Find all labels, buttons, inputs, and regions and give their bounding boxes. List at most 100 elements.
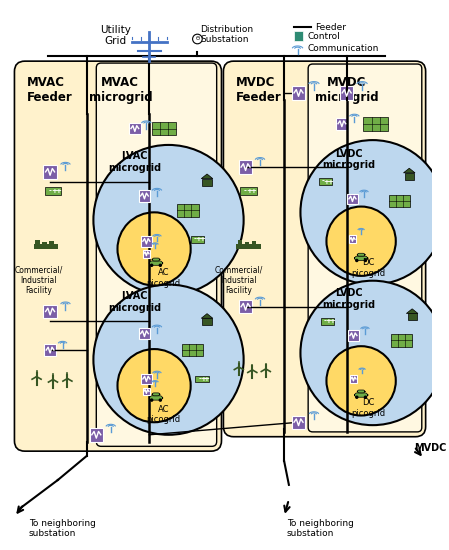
Polygon shape: [406, 309, 418, 313]
Text: LVDC
microgrid: LVDC microgrid: [322, 148, 375, 170]
FancyBboxPatch shape: [96, 63, 217, 447]
FancyBboxPatch shape: [149, 396, 163, 400]
Text: +: +: [51, 188, 57, 194]
Text: To neighboring
substation: To neighboring substation: [29, 519, 96, 538]
Bar: [239, 300, 252, 313]
Circle shape: [326, 207, 396, 276]
Text: DC
picogrid: DC picogrid: [351, 398, 385, 417]
Bar: [340, 86, 353, 100]
Text: +: +: [251, 188, 256, 194]
Polygon shape: [404, 168, 415, 173]
Text: LVAC
microgrid: LVAC microgrid: [108, 151, 161, 173]
Bar: [35, 240, 40, 249]
Bar: [34, 244, 58, 249]
Bar: [42, 242, 47, 249]
Bar: [336, 118, 348, 129]
Text: MVAC
Feeder: MVAC Feeder: [27, 75, 73, 103]
Text: +: +: [203, 376, 210, 382]
Text: Control: Control: [307, 31, 340, 41]
Text: +: +: [195, 236, 201, 243]
Text: +: +: [329, 318, 335, 324]
Text: LVDC
microgrid: LVDC microgrid: [322, 288, 375, 310]
Text: MVDC
Feeder: MVDC Feeder: [236, 75, 282, 103]
Bar: [129, 123, 141, 134]
Bar: [348, 331, 359, 341]
Bar: [141, 373, 152, 384]
Bar: [202, 179, 211, 185]
Text: DC
picogrid: DC picogrid: [351, 258, 385, 278]
Bar: [89, 428, 103, 442]
Circle shape: [300, 140, 445, 284]
Text: -: -: [198, 376, 201, 382]
Bar: [363, 117, 387, 131]
Bar: [321, 318, 334, 324]
FancyBboxPatch shape: [357, 253, 365, 256]
Bar: [142, 388, 150, 395]
Bar: [44, 344, 56, 356]
Bar: [139, 328, 150, 339]
FancyBboxPatch shape: [152, 393, 160, 396]
Circle shape: [158, 263, 162, 267]
Circle shape: [326, 346, 396, 415]
Circle shape: [364, 395, 367, 399]
Bar: [44, 305, 57, 318]
FancyBboxPatch shape: [149, 261, 163, 265]
Text: Utility
Grid: Utility Grid: [100, 25, 131, 46]
Text: LVAC
microgrid: LVAC microgrid: [108, 291, 161, 313]
Text: +: +: [324, 179, 330, 184]
Bar: [202, 318, 211, 325]
Text: +: +: [200, 376, 206, 382]
Circle shape: [118, 212, 191, 285]
Circle shape: [300, 280, 445, 425]
Text: -: -: [244, 188, 247, 194]
Text: MVDC
microgrid: MVDC microgrid: [315, 75, 379, 103]
Text: +: +: [55, 188, 61, 194]
Bar: [49, 241, 53, 249]
Bar: [347, 194, 358, 204]
Text: MVAC
microgrid: MVAC microgrid: [88, 75, 152, 103]
Bar: [238, 240, 242, 249]
Text: Commercial/
Industrial
Facility: Commercial/ Industrial Facility: [14, 265, 63, 295]
FancyBboxPatch shape: [14, 61, 221, 451]
Bar: [292, 86, 305, 100]
Text: +: +: [247, 188, 252, 194]
Text: Communication: Communication: [307, 44, 379, 53]
Bar: [251, 241, 256, 249]
Text: Commercial/
Industrial
Facility: Commercial/ Industrial Facility: [215, 265, 263, 295]
FancyBboxPatch shape: [224, 61, 426, 437]
Bar: [350, 375, 357, 383]
Text: +: +: [327, 179, 333, 184]
Text: +: +: [326, 318, 331, 324]
Circle shape: [193, 34, 202, 44]
Circle shape: [93, 145, 244, 295]
Bar: [292, 415, 305, 429]
Circle shape: [355, 395, 358, 399]
Bar: [319, 178, 332, 185]
Circle shape: [118, 349, 191, 422]
Text: -: -: [324, 318, 326, 324]
Circle shape: [364, 258, 367, 262]
Text: AC
picogrid: AC picogrid: [147, 405, 181, 424]
Circle shape: [93, 284, 244, 435]
FancyBboxPatch shape: [354, 393, 368, 397]
Bar: [191, 236, 204, 243]
Text: Feeder: Feeder: [315, 23, 346, 32]
Text: To neighboring
substation: To neighboring substation: [287, 519, 354, 538]
Bar: [236, 244, 260, 249]
Bar: [405, 173, 414, 180]
Circle shape: [355, 258, 358, 262]
Bar: [177, 204, 198, 217]
Text: +: +: [199, 236, 205, 243]
FancyBboxPatch shape: [354, 256, 368, 261]
FancyBboxPatch shape: [308, 64, 422, 432]
Bar: [45, 187, 61, 195]
Bar: [245, 242, 249, 249]
Text: Distribution
Substation: Distribution Substation: [200, 25, 253, 44]
Bar: [294, 31, 304, 41]
Polygon shape: [201, 314, 213, 318]
Bar: [391, 334, 412, 346]
Bar: [141, 236, 152, 246]
Text: Θ: Θ: [195, 36, 199, 41]
Bar: [152, 122, 176, 135]
Polygon shape: [201, 174, 213, 179]
